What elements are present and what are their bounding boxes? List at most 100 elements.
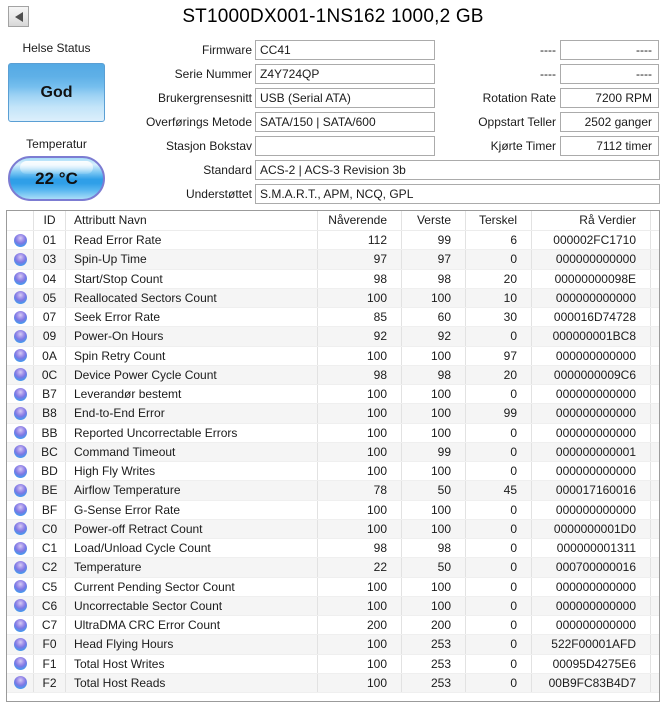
status-cell: [7, 673, 34, 692]
attr-name-cell: Head Flying Hours: [66, 635, 318, 654]
attr-raw-cell: 000700000016: [532, 558, 651, 577]
attr-current-cell: 100: [318, 288, 402, 307]
attr-name-cell: UltraDMA CRC Error Count: [66, 616, 318, 635]
status-cell: [7, 385, 34, 404]
table-row[interactable]: B7 Leverandør bestemt 100 100 0 000000000000: [7, 385, 659, 405]
attr-threshold-cell: 0: [466, 519, 532, 538]
table-row[interactable]: F2 Total Host Reads 100 253 0 00B9FC83B4D7: [7, 673, 659, 693]
status-cell: [7, 577, 34, 596]
info-field-value[interactable]: Z4Y724QP: [255, 64, 435, 84]
attr-name-cell: Command Timeout: [66, 442, 318, 461]
info-field-value[interactable]: USB (Serial ATA): [255, 88, 435, 108]
back-arrow-icon: [14, 11, 23, 22]
attr-current-cell: 100: [318, 577, 402, 596]
attr-id-cell: 04: [34, 269, 66, 288]
table-row[interactable]: BB Reported Uncorrectable Errors 100 100 0 00…: [7, 423, 659, 443]
attr-current-cell: 78: [318, 481, 402, 500]
status-orb-icon: [13, 349, 27, 363]
attr-id-cell: BB: [34, 423, 66, 442]
status-orb-icon: [13, 252, 27, 266]
table-row[interactable]: C0 Power-off Retract Count 100 100 0 00000000…: [7, 519, 659, 539]
back-button[interactable]: [8, 6, 29, 27]
table-row[interactable]: B8 End-to-End Error 100 100 99 000000000000: [7, 404, 659, 424]
table-row[interactable]: BD High Fly Writes 100 100 0 000000000000: [7, 462, 659, 482]
status-cell: [7, 654, 34, 673]
stat-field-value[interactable]: 2502 ganger: [560, 112, 659, 132]
health-status-button[interactable]: God: [8, 63, 105, 122]
info-field-value[interactable]: SATA/150 | SATA/600: [255, 112, 435, 132]
attr-worst-cell: 253: [402, 654, 466, 673]
attr-name-cell: Read Error Rate: [66, 231, 318, 250]
stat-field-row: Oppstart Teller 2502 ganger: [0, 112, 666, 132]
row-spacer: [651, 366, 659, 384]
info-field-value[interactable]: CC41: [255, 40, 435, 60]
info-field-label: Serie Nummer: [174, 67, 252, 81]
attr-name-cell: Reallocated Sectors Count: [66, 288, 318, 307]
attr-id-cell: C5: [34, 577, 66, 596]
header-raw: Rå Verdier: [532, 211, 651, 230]
attr-worst-cell: 50: [402, 558, 466, 577]
attr-threshold-cell: 0: [466, 635, 532, 654]
table-row[interactable]: BE Airflow Temperature 78 50 45 000017160016: [7, 481, 659, 501]
row-spacer: [651, 308, 659, 326]
table-row[interactable]: 05 Reallocated Sectors Count 100 100 10 00000…: [7, 288, 659, 308]
info-field-value[interactable]: [255, 136, 435, 156]
table-row[interactable]: 04 Start/Stop Count 98 98 20 00000000098E: [7, 269, 659, 289]
stat-field-value[interactable]: ----: [560, 40, 659, 60]
info-field-value[interactable]: ACS-2 | ACS-3 Revision 3b: [255, 160, 660, 180]
attr-raw-cell: 000016D74728: [532, 308, 651, 327]
row-spacer: [651, 539, 659, 557]
table-row[interactable]: C5 Current Pending Sector Count 100 100 0 000…: [7, 577, 659, 597]
attr-worst-cell: 100: [402, 577, 466, 596]
attr-worst-cell: 253: [402, 673, 466, 692]
status-cell: [7, 269, 34, 288]
row-spacer: [651, 327, 659, 345]
status-cell: [7, 423, 34, 442]
attr-worst-cell: 98: [402, 365, 466, 384]
table-row[interactable]: BF G-Sense Error Rate 100 100 0 000000000000: [7, 500, 659, 520]
attr-worst-cell: 60: [402, 308, 466, 327]
status-orb-icon: [13, 483, 27, 497]
table-row[interactable]: BC Command Timeout 100 99 0 000000000001: [7, 442, 659, 462]
table-row[interactable]: C2 Temperature 22 50 0 000700000016: [7, 558, 659, 578]
status-orb-icon: [13, 560, 27, 574]
attr-name-cell: Total Host Reads: [66, 673, 318, 692]
status-orb-icon: [13, 503, 27, 517]
table-row[interactable]: F1 Total Host Writes 100 253 0 00095D4275E6: [7, 654, 659, 674]
stat-field-value[interactable]: ----: [560, 64, 659, 84]
table-row[interactable]: F0 Head Flying Hours 100 253 0 522F00001AFD: [7, 635, 659, 655]
attr-id-cell: 05: [34, 288, 66, 307]
attr-threshold-cell: 0: [466, 673, 532, 692]
table-row[interactable]: C6 Uncorrectable Sector Count 100 100 0 00000…: [7, 596, 659, 616]
info-field-row: Stasjon Bokstav: [0, 136, 666, 156]
table-row[interactable]: C1 Load/Unload Cycle Count 98 98 0 0000000013…: [7, 539, 659, 559]
info-field-value[interactable]: S.M.A.R.T., APM, NCQ, GPL: [255, 184, 660, 204]
status-orb-icon: [13, 272, 27, 286]
table-row[interactable]: 09 Power-On Hours 92 92 0 000000001BC8: [7, 327, 659, 347]
attr-name-cell: Power-off Retract Count: [66, 519, 318, 538]
table-row[interactable]: 01 Read Error Rate 112 99 6 000002FC1710: [7, 231, 659, 251]
attr-raw-cell: 000000000000: [532, 577, 651, 596]
table-row[interactable]: 03 Spin-Up Time 97 97 0 000000000000: [7, 250, 659, 270]
status-cell: [7, 365, 34, 384]
attr-name-cell: End-to-End Error: [66, 404, 318, 423]
attr-raw-cell: 000000000000: [532, 385, 651, 404]
table-row[interactable]: C7 UltraDMA CRC Error Count 200 200 0 0000000…: [7, 616, 659, 636]
attr-threshold-cell: 30: [466, 308, 532, 327]
stat-field-value[interactable]: 7112 timer: [560, 136, 659, 156]
status-orb-icon: [13, 426, 27, 440]
info-field-row: Firmware CC41: [0, 40, 666, 60]
table-row[interactable]: 0C Device Power Cycle Count 98 98 20 00000000…: [7, 365, 659, 385]
table-row[interactable]: 07 Seek Error Rate 85 60 30 000016D74728: [7, 308, 659, 328]
status-cell: [7, 462, 34, 481]
row-spacer: [651, 347, 659, 365]
row-spacer: [651, 558, 659, 576]
table-row[interactable]: 0A Spin Retry Count 100 100 97 000000000000: [7, 346, 659, 366]
attr-threshold-cell: 10: [466, 288, 532, 307]
attr-name-cell: Temperature: [66, 558, 318, 577]
attr-name-cell: Start/Stop Count: [66, 269, 318, 288]
stat-field-value[interactable]: 7200 RPM: [560, 88, 659, 108]
row-spacer: [651, 385, 659, 403]
attr-id-cell: F0: [34, 635, 66, 654]
row-spacer: [651, 404, 659, 422]
